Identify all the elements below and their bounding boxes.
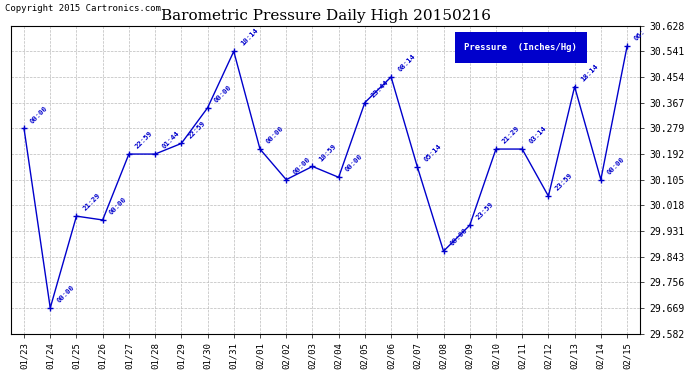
Text: 00:00: 00:00 — [607, 156, 626, 176]
Text: 08:14: 08:14 — [397, 53, 416, 73]
Text: 23:44: 23:44 — [371, 79, 390, 98]
Text: Copyright 2015 Cartronics.com: Copyright 2015 Cartronics.com — [5, 4, 161, 13]
Text: 22:59: 22:59 — [135, 130, 154, 150]
Text: 00:00: 00:00 — [292, 156, 311, 176]
Text: 23:59: 23:59 — [554, 172, 573, 192]
Text: 10:59: 10:59 — [318, 142, 337, 162]
Text: 00:00: 00:00 — [449, 227, 469, 247]
Text: 23:59: 23:59 — [475, 201, 495, 221]
Text: 00:00: 00:00 — [56, 284, 75, 304]
Text: 00:00: 00:00 — [266, 125, 285, 145]
Text: 00:00: 00:00 — [108, 196, 128, 216]
Text: 21:29: 21:29 — [82, 192, 101, 212]
Text: 18:14: 18:14 — [580, 63, 600, 82]
Text: 21:29: 21:29 — [502, 125, 521, 145]
Title: Barometric Pressure Daily High 20150216: Barometric Pressure Daily High 20150216 — [161, 9, 491, 23]
Text: 10:14: 10:14 — [239, 27, 259, 47]
Text: 00:00: 00:00 — [344, 153, 364, 173]
Text: 00:00: 00:00 — [213, 84, 233, 104]
Text: 05:14: 05:14 — [423, 143, 442, 162]
Text: 00:00: 00:00 — [30, 105, 49, 124]
Text: 06:: 06: — [633, 28, 646, 42]
Text: 03:14: 03:14 — [528, 125, 547, 145]
Text: 01:44: 01:44 — [161, 130, 180, 150]
Text: 22:59: 22:59 — [187, 120, 206, 139]
